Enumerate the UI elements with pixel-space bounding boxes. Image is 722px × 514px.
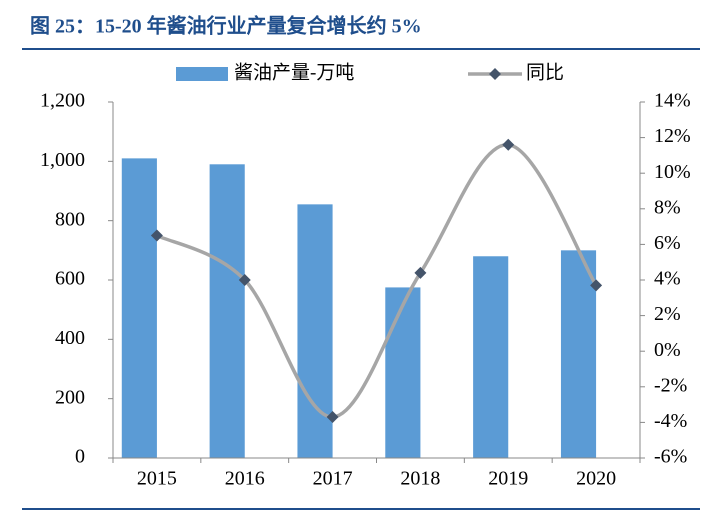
y2-tick-label: 8%: [654, 196, 681, 218]
y2-tick-label: 12%: [654, 125, 691, 147]
y-tick-label: 1,200: [40, 90, 85, 112]
x-tick-label: 2018: [400, 468, 440, 490]
y-tick-label: 600: [55, 268, 85, 290]
bar: [121, 158, 157, 458]
marker: [590, 279, 603, 292]
y2-tick-label: 10%: [654, 161, 691, 183]
legend-label: 酱油产量-万吨: [234, 61, 354, 83]
legend-marker: [489, 68, 501, 80]
y-tick-label: 0: [75, 446, 85, 468]
y2-tick-label: -2%: [654, 374, 687, 396]
marker: [326, 411, 339, 424]
legend-swatch: [176, 67, 228, 81]
x-tick-label: 2016: [225, 468, 265, 490]
y2-tick-label: 6%: [654, 232, 681, 254]
watermark: 头条 @管是: [616, 483, 690, 500]
y2-tick-label: -4%: [654, 410, 687, 432]
y-tick-label: 400: [55, 327, 85, 349]
chart-title: 图 25：15-20 年酱油行业产量复合增长约 5%: [30, 14, 422, 38]
y2-tick-label: 0%: [654, 339, 681, 361]
y-tick-label: 1,000: [40, 149, 85, 171]
x-tick-label: 2017: [313, 468, 353, 490]
y2-tick-label: -6%: [654, 446, 687, 468]
y-tick-label: 800: [55, 208, 85, 230]
legend-label: 同比: [526, 61, 564, 83]
y-tick-label: 200: [55, 386, 85, 408]
bar: [560, 250, 597, 458]
y2-tick-label: 14%: [654, 90, 691, 112]
x-tick-label: 2019: [488, 468, 528, 490]
x-tick-label: 2015: [137, 468, 177, 490]
marker: [150, 229, 163, 242]
marker: [502, 138, 515, 151]
x-tick-label: 2020: [576, 468, 616, 490]
marker: [238, 274, 251, 286]
y2-tick-label: 2%: [654, 303, 681, 325]
y2-tick-label: 4%: [654, 268, 681, 290]
bar: [473, 256, 509, 458]
bar: [385, 287, 421, 458]
bar: [297, 204, 333, 458]
marker: [414, 266, 427, 279]
bar: [209, 164, 245, 459]
